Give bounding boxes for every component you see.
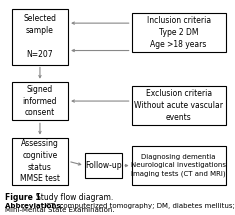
FancyBboxPatch shape (12, 9, 68, 64)
Text: Follow-up: Follow-up (85, 161, 122, 170)
FancyBboxPatch shape (12, 138, 68, 185)
FancyBboxPatch shape (85, 153, 122, 178)
Text: Signed
informed
consent: Signed informed consent (23, 85, 57, 117)
Text: Study flow diagram.: Study flow diagram. (36, 193, 114, 202)
Text: Diagnosing dementia
Neurological investigations
Imaging tests (CT and MRI): Diagnosing dementia Neurological investi… (131, 154, 226, 177)
Text: Assessing
cognitive
status
MMSE test: Assessing cognitive status MMSE test (20, 139, 60, 183)
Text: CT, computerized tomography; DM, diabetes mellitus; MMSE,: CT, computerized tomography; DM, diabete… (46, 203, 235, 209)
Text: Inclusion criteria
Type 2 DM
Age >18 years: Inclusion criteria Type 2 DM Age >18 yea… (147, 16, 211, 49)
Text: Abbreviations:: Abbreviations: (5, 203, 66, 209)
FancyBboxPatch shape (132, 86, 226, 125)
FancyBboxPatch shape (132, 13, 226, 52)
FancyBboxPatch shape (132, 146, 226, 185)
Text: Figure 1: Figure 1 (5, 193, 43, 202)
Text: Exclusion criteria
Without acute vascular
events: Exclusion criteria Without acute vascula… (134, 89, 223, 122)
FancyBboxPatch shape (12, 82, 68, 120)
Text: Mini-Mental State Examination.: Mini-Mental State Examination. (5, 207, 114, 213)
Text: Selected
sample

N=207: Selected sample N=207 (24, 14, 56, 59)
